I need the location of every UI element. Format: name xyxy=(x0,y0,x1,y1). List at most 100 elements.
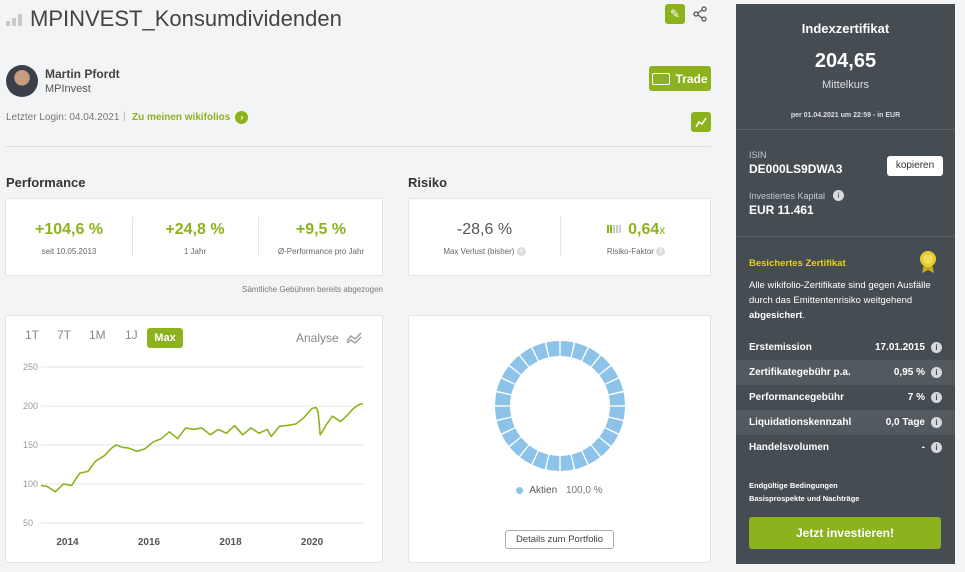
donut-segment xyxy=(608,406,625,420)
isin-label: ISIN xyxy=(749,150,767,160)
donut-segment xyxy=(546,341,560,358)
info-icon[interactable]: i xyxy=(833,190,845,201)
analyse-label: Analyse xyxy=(296,331,339,345)
analyse-chart-icon xyxy=(346,332,362,344)
chart-bars-icon xyxy=(6,13,22,26)
trader-name[interactable]: Martin Pfordt xyxy=(45,67,120,81)
donut-legend: Aktien 100,0 % xyxy=(408,485,711,496)
avatar[interactable] xyxy=(6,65,38,97)
donut-segment xyxy=(582,445,600,465)
edit-button[interactable]: ✎ xyxy=(665,4,685,24)
portfolio-donut-chart[interactable] xyxy=(488,334,632,478)
row-label: Liquidationskennzahl xyxy=(749,417,852,428)
perf-divider-1 xyxy=(132,217,133,257)
share-icon[interactable] xyxy=(693,6,709,22)
tab-max[interactable]: Max xyxy=(147,328,183,348)
info-icon[interactable]: i xyxy=(931,392,942,403)
analyse-link[interactable]: Analyse xyxy=(296,331,362,345)
risk-factor-suffix: x xyxy=(659,223,666,238)
row-trading-volume: Handelsvolumen -i xyxy=(736,435,955,460)
tab-7t[interactable]: 7T xyxy=(57,328,72,342)
donut-segment xyxy=(560,454,574,471)
row-label: Erstemission xyxy=(749,342,812,353)
donut-segment xyxy=(532,451,549,470)
donut-segment xyxy=(532,342,549,361)
chart-compare-button[interactable] xyxy=(691,112,711,132)
donut-segment xyxy=(582,347,600,367)
row-label: Performancegebühr xyxy=(749,392,845,403)
panel-separator xyxy=(736,129,955,130)
donut-segment xyxy=(605,417,624,434)
copy-button[interactable]: kopieren xyxy=(887,156,943,176)
donut-segment xyxy=(509,355,529,375)
risk-factor-wrap: 0,64x xyxy=(560,221,712,239)
secured-text-main: Alle wikifolio-Zertifikate sind gegen Au… xyxy=(749,280,931,306)
divider: | xyxy=(123,111,126,122)
performance-card: +104,6 % seit 10.05.2013 +24,8 % 1 Jahr … xyxy=(5,198,383,276)
row-liquidation: Liquidationskennzahl 0,0 Tage i xyxy=(736,410,955,435)
row-label: Handelsvolumen xyxy=(749,442,830,453)
donut-segment xyxy=(591,355,611,375)
donut-segment xyxy=(501,428,521,446)
y-tick-label: 250 xyxy=(23,362,38,372)
donut-segment xyxy=(560,341,574,358)
info-icon[interactable]: i xyxy=(516,247,526,257)
final-terms-link[interactable]: Endgültige Bedingungen xyxy=(749,481,838,490)
perf-label-avg: Ø-Performance pro Jahr xyxy=(277,247,365,256)
risk-factor-label-wrap: Risiko-Faktor i xyxy=(560,247,712,257)
fees-note: Sämtliche Gebühren bereits abgezogen xyxy=(242,285,383,294)
x-tick-label: 2014 xyxy=(56,537,79,548)
performance-line-chart[interactable]: 50 100 150 200 250 2014 2016 2018 2020 xyxy=(5,355,383,555)
trade-label: Trade xyxy=(675,71,708,86)
donut-segment xyxy=(571,342,588,361)
price-label: Mittelkurs xyxy=(821,79,870,91)
info-icon[interactable]: i xyxy=(931,417,942,428)
max-loss-label-wrap: Max Verlust (bisher) i xyxy=(409,247,560,257)
performance-series-line xyxy=(40,402,364,493)
donut-segment xyxy=(608,392,625,406)
max-loss-value: -28,6 % xyxy=(456,221,513,238)
info-icon[interactable]: i xyxy=(931,442,942,453)
info-icon[interactable]: i xyxy=(656,247,666,257)
y-tick-label: 200 xyxy=(23,401,38,411)
portfolio-card xyxy=(408,315,711,563)
donut-segment xyxy=(599,428,619,446)
trade-button[interactable]: Trade xyxy=(649,66,711,91)
secured-text-bold: abgesichert xyxy=(749,310,803,321)
donut-segment xyxy=(546,454,560,471)
info-icon[interactable]: i xyxy=(931,342,942,353)
risk-meter-icon xyxy=(606,221,621,239)
perf-divider-2 xyxy=(258,217,259,257)
portfolio-details-button[interactable]: Details zum Portfolio xyxy=(505,530,614,549)
isin-value: DE000LS9DWA3 xyxy=(749,162,843,176)
performance-heading: Performance xyxy=(6,175,86,190)
risk-heading: Risiko xyxy=(408,175,448,190)
perf-value-1y: +24,8 % xyxy=(165,221,225,238)
prospectus-link[interactable]: Basisprospekte und Nachträge xyxy=(749,494,860,503)
row-value: - xyxy=(921,442,925,453)
price-date: per 01.04.2021 um 22:59 - in EUR xyxy=(790,112,901,119)
risk-factor-value: 0,64 xyxy=(628,221,660,239)
separator xyxy=(6,146,711,147)
x-tick-label: 2016 xyxy=(138,537,161,548)
secured-title: Besichertes Zertifikat xyxy=(749,258,846,269)
donut-segment xyxy=(495,406,512,420)
donut-segment xyxy=(495,392,512,406)
pencil-icon: ✎ xyxy=(669,7,681,21)
tab-1j[interactable]: 1J xyxy=(125,328,138,342)
tab-1t[interactable]: 1T xyxy=(25,328,40,342)
trend-chart-icon xyxy=(695,117,707,128)
tab-1m[interactable]: 1M xyxy=(89,328,106,342)
my-wikifolios-label: Zu meinen wikifolios xyxy=(132,112,231,123)
x-tick-label: 2018 xyxy=(219,537,242,548)
donut-segment xyxy=(599,366,619,384)
info-icon[interactable]: i xyxy=(931,367,942,378)
legend-dot xyxy=(516,486,524,494)
legend-value: 100,0 % xyxy=(565,485,603,496)
my-wikifolios-link[interactable]: Zu meinen wikifolios › xyxy=(132,111,249,124)
capital-label: Investiertes Kapital xyxy=(749,190,826,201)
row-label: Zertifikategebühr p.a. xyxy=(749,367,851,378)
risk-divider xyxy=(560,217,561,257)
donut-segment xyxy=(501,366,521,384)
invest-button[interactable]: Jetzt investieren! xyxy=(749,517,941,549)
